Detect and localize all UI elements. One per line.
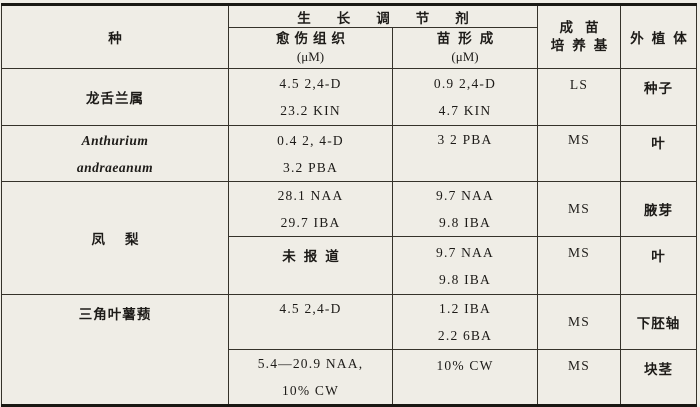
header-shoot-formation: 苗形成 (μM) [392,27,538,69]
header-species: 种 [1,4,229,69]
pineapple-species-cell: 凤梨 [1,181,229,295]
pineapple1-explant-cell: 腋芽 [620,181,697,237]
pineapple2-shoot-line1: 9.7 NAA [436,244,494,260]
agave-shoot-line2: 4.7 KIN [438,103,492,118]
header-medium: 成苗 培养基 [537,4,621,69]
agave-callus-cell: 4.5 2,4-D 23.2 KIN [228,68,393,126]
agave-callus-line1: 4.5 2,4-D [279,76,342,91]
header-medium-line1: 成苗 [559,20,611,35]
agave-shoot-line1: 0.9 2,4-D [433,76,497,91]
dioscorea1-shoot-cell: 1.2 IBA 2.2 6BA [392,294,538,350]
row-dioscorea-1: 三角叶薯蓣 4.5 2,4-D 1.2 IBA 2.2 6BA MS 下胚轴 [1,294,697,406]
anthurium-species-cell: Anthurium andraeanum [1,125,229,182]
pineapple1-callus-cell: 28.1 NAA 29.7 IBA [228,181,393,237]
dioscorea2-medium-cell: MS [537,349,621,406]
anthurium-explant-cell: 叶 [620,125,697,182]
pineapple1-callus-line1: 28.1 NAA [277,188,344,203]
dioscorea2-callus-cell: 5.4—20.9 NAA, 10% CW [228,349,393,406]
row-agave: 龙舌兰属 4.5 2,4-D 23.2 KIN 0.9 2,4-D 4.7 KI… [1,68,697,126]
pineapple1-shoot-line1: 9.7 NAA [436,188,494,203]
pineapple1-callus-line2: 29.7 IBA [280,215,341,230]
pineapple-species-label: 凤梨 [91,232,159,247]
agave-medium-cell: LS [537,68,621,126]
header-callus: 愈伤组织 (μM) [228,27,393,69]
anthurium-callus-cell: 0.4 2, 4-D 3.2 PBA [228,125,393,182]
pineapple2-explant-cell: 叶 [620,236,697,295]
agave-explant-label: 种子 [644,81,673,96]
agave-species-label: 龙舌兰属 [86,91,144,106]
dioscorea2-callus-line1: 5.4—20.9 NAA, [257,356,364,371]
dioscorea2-explant-label: 块茎 [644,362,673,377]
header-row-top: 种 生长调节剂 成苗 培养基 外植体 [1,4,697,69]
row-dioscorea-2: 5.4—20.9 NAA, 10% CW 10% CW MS 块茎 [2,349,697,406]
header-species-label: 种 [108,31,127,46]
anthurium-species-line2: andraeanum [76,159,154,175]
dioscorea1-shoot-line1: 1.2 IBA [439,301,491,316]
pineapple2-callus-cell: 未报道 [228,236,393,295]
row-pineapple-2: 未报道 9.7 NAA 9.8 IBA MS 叶 [2,236,697,295]
pineapple1-medium-cell: MS [537,181,621,237]
header-growth-regulators: 生长调节剂 [228,4,538,28]
pineapple1-shoot-line2: 9.8 IBA [439,215,491,230]
header-explant: 外植体 [620,4,697,69]
header-callus-label: 愈伤组织 [276,31,350,46]
dioscorea2-callus-line2: 10% CW [281,383,340,398]
anthurium-medium-cell: MS [537,125,621,182]
anthurium-shoot-cell: 3 2 PBA [392,125,538,182]
pineapple1-shoot-cell: 9.7 NAA 9.8 IBA [392,181,538,237]
header-row-sub: 愈伤组织 (μM) 苗形成 (μM) [2,27,697,69]
row-pineapple-1: 凤梨 28.1 NAA 29.7 IBA 9.7 NAA 9.8 IBA MS … [1,181,697,295]
plant-tissue-culture-table: 种 生长调节剂 成苗 培养基 外植体 愈伤组织 (μM) 苗形成 (μM) [1,3,697,407]
anthurium-callus-line2: 3.2 PBA [283,159,338,175]
header-explant-label: 外植体 [630,31,695,46]
dioscorea-species-label: 三角叶薯蓣 [78,307,152,322]
agave-shoot-cell: 0.9 2,4-D 4.7 KIN [392,68,538,126]
dioscorea-species-cell: 三角叶薯蓣 [1,294,229,406]
dioscorea1-callus-cell: 4.5 2,4-D [228,294,393,350]
anthurium-species-line1: Anthurium [81,132,149,148]
dioscorea1-shoot-line2: 2.2 6BA [437,328,493,343]
pineapple2-explant-label: 叶 [651,249,666,264]
agave-species-cell: 龙舌兰属 [1,68,229,126]
anthurium-explant-label: 叶 [651,136,666,151]
dioscorea1-medium-cell: MS [537,294,621,350]
header-growth-regulators-label: 生长调节剂 [297,10,495,26]
pineapple1-explant-label: 腋芽 [644,203,673,218]
pineapple2-medium-cell: MS [537,236,621,295]
row-anthurium: Anthurium andraeanum 0.4 2, 4-D 3.2 PBA … [1,125,697,182]
dioscorea2-shoot-cell: 10% CW [392,349,538,406]
dioscorea1-explant-cell: 下胚轴 [620,294,697,350]
agave-explant-cell: 种子 [620,68,697,126]
pineapple2-shoot-cell: 9.7 NAA 9.8 IBA [392,236,538,295]
agave-callus-line2: 23.2 KIN [280,103,341,118]
header-shoot-unit: (μM) [451,49,479,64]
dioscorea1-explant-label: 下胚轴 [636,316,681,331]
header-shoot-label: 苗形成 [436,31,502,46]
pineapple2-callus-label: 未报道 [282,249,347,264]
pineapple2-shoot-line2: 9.8 IBA [439,271,491,287]
header-medium-line2: 培养基 [550,38,616,53]
dioscorea2-explant-cell: 块茎 [620,349,697,406]
anthurium-callus-line1: 0.4 2, 4-D [277,132,344,148]
header-callus-unit: (μM) [296,49,325,64]
